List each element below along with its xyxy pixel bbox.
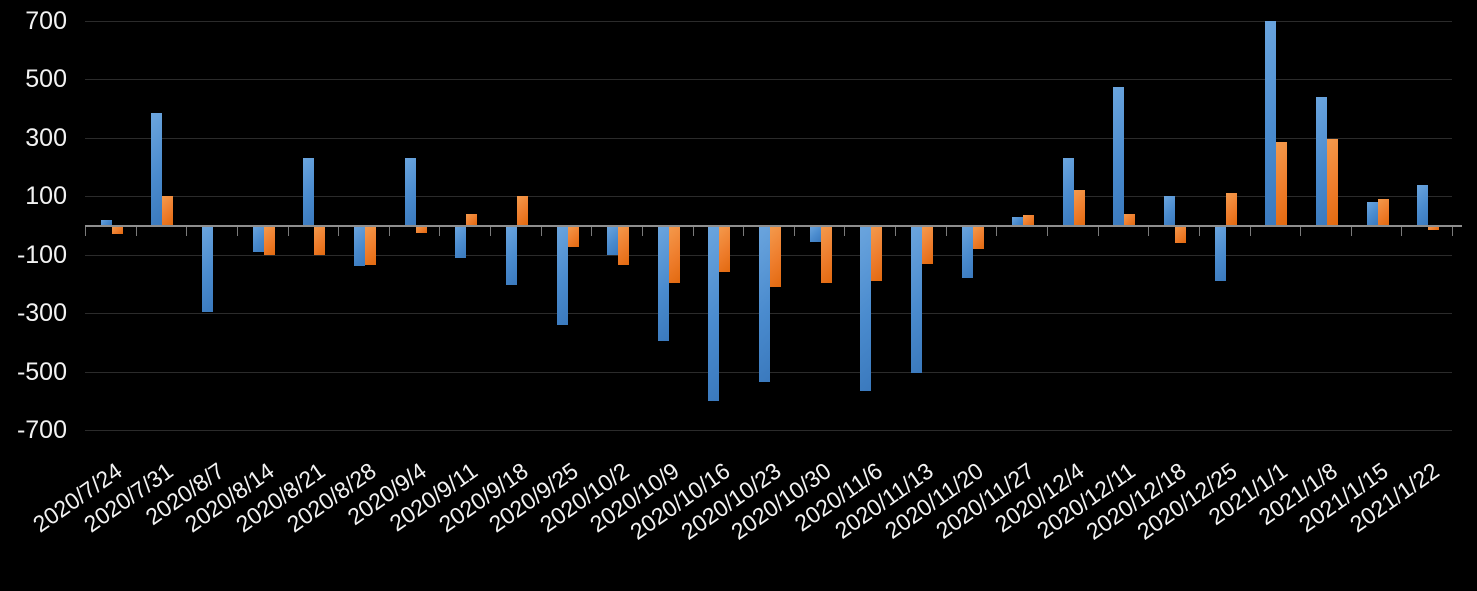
axis-tick — [388, 226, 390, 236]
axis-tick — [844, 226, 846, 236]
bar-orange-series — [1326, 139, 1338, 226]
bar-orange-series — [1023, 215, 1035, 226]
bar-blue-series — [100, 219, 112, 226]
bar-blue-series — [151, 113, 163, 226]
bar-blue-series — [759, 225, 770, 382]
gridline — [85, 196, 1452, 197]
axis-tick — [1198, 226, 1200, 236]
bar-blue-series — [708, 225, 720, 401]
bar-orange-series — [1175, 225, 1186, 243]
bar-blue-series — [607, 225, 619, 255]
bar-orange-series — [567, 225, 579, 248]
axis-tick — [641, 226, 643, 236]
bar-blue-series — [1366, 202, 1378, 226]
axis-tick — [186, 226, 188, 236]
axis-tick — [793, 226, 795, 236]
y-axis-label: -700 — [16, 416, 67, 444]
bar-orange-series — [111, 225, 123, 235]
axis-tick — [692, 226, 694, 236]
bar-blue-series — [1062, 158, 1074, 226]
bar-orange-series — [1428, 225, 1440, 230]
bar-blue-series — [809, 225, 821, 242]
bar-orange-series — [921, 225, 933, 264]
bar-blue-series — [556, 225, 568, 325]
axis-tick — [1350, 226, 1352, 236]
axis-tick — [1300, 226, 1302, 236]
gridline — [85, 430, 1452, 431]
bar-blue-series — [1214, 225, 1226, 281]
bar-orange-series — [1073, 190, 1085, 226]
bar-orange-series — [1377, 199, 1389, 226]
axis-tick — [743, 226, 745, 236]
bar-orange-series — [263, 225, 275, 255]
axis-tick — [287, 226, 289, 236]
axis-tick — [135, 226, 137, 236]
axis-tick — [338, 226, 340, 236]
bar-blue-series — [1265, 21, 1277, 226]
bar-blue-series — [1315, 97, 1327, 226]
bar-orange-series — [770, 225, 781, 287]
bar-blue-series — [455, 225, 467, 258]
axis-tick — [1452, 226, 1453, 236]
bar-orange-series — [972, 225, 984, 249]
bar-blue-series — [202, 225, 214, 312]
bar-orange-series — [516, 196, 528, 226]
bar-blue-series — [303, 158, 315, 226]
gridline — [85, 21, 1452, 22]
axis-tick — [591, 226, 593, 236]
y-axis-label: 700 — [25, 7, 67, 35]
bar-orange-series — [415, 225, 427, 233]
y-axis-label: -100 — [16, 241, 67, 269]
axis-tick — [540, 226, 542, 236]
bar-blue-series — [252, 225, 264, 252]
axis-tick — [439, 226, 441, 236]
y-axis-label: 300 — [25, 124, 67, 152]
bar-orange-series — [1124, 213, 1136, 226]
axis-tick — [490, 226, 491, 236]
bar-blue-series — [1417, 184, 1429, 226]
bar-orange-series — [162, 196, 174, 226]
bar-blue-series — [505, 225, 517, 286]
bar-orange-series — [820, 225, 832, 283]
y-axis-label: -300 — [16, 299, 67, 327]
axis-tick — [1097, 226, 1099, 236]
bar-orange-series — [314, 225, 326, 255]
bar-blue-series — [404, 158, 416, 226]
axis-tick — [945, 226, 947, 236]
axis-tick — [236, 226, 238, 236]
bar-blue-series — [961, 225, 973, 279]
bar-orange-series — [466, 213, 478, 226]
bar-orange-series — [719, 225, 731, 273]
y-axis-label: 500 — [25, 65, 67, 93]
y-axis-label: -500 — [16, 358, 67, 386]
axis-tick — [895, 226, 897, 236]
gridline — [85, 79, 1452, 80]
axis-tick — [1047, 226, 1048, 236]
axis-tick — [1148, 226, 1150, 236]
bar-orange-series — [668, 225, 680, 283]
bar-blue-series — [1012, 216, 1024, 226]
bar-blue-series — [657, 225, 669, 341]
bar-blue-series — [860, 225, 872, 391]
bar-orange-series — [871, 225, 883, 281]
axis-tick — [996, 226, 998, 236]
axis-tick — [1249, 226, 1251, 236]
gridline — [85, 138, 1452, 139]
bar-blue-series — [1164, 196, 1175, 226]
bar-blue-series — [910, 225, 922, 373]
bar-blue-series — [1113, 86, 1125, 226]
bar-blue-series — [354, 225, 365, 267]
bar-orange-series — [1225, 193, 1237, 226]
bar-orange-series — [365, 225, 376, 265]
zero-axis-line — [85, 224, 1462, 227]
bar-orange-series — [618, 225, 630, 265]
axis-tick — [1401, 226, 1403, 236]
bar-orange-series — [1276, 142, 1288, 226]
axis-tick — [85, 226, 86, 236]
y-axis-label: 100 — [25, 182, 67, 210]
